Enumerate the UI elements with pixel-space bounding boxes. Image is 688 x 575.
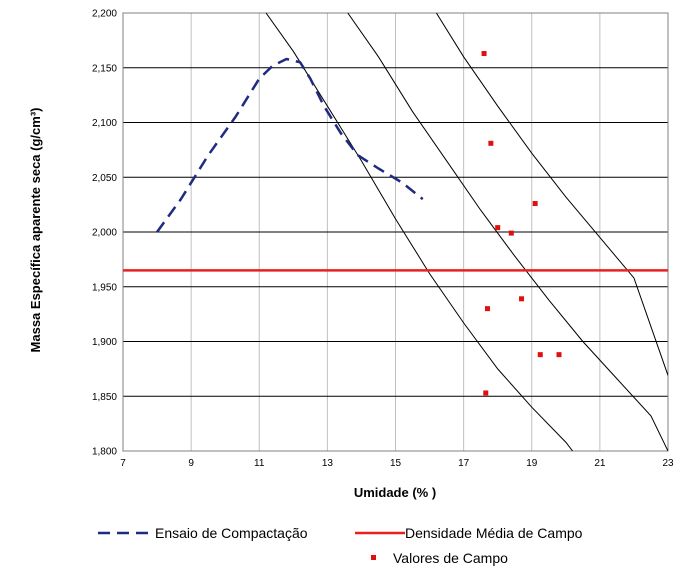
data-point-campo	[483, 390, 489, 396]
y-tick-label: 2,000	[92, 228, 117, 239]
series-line-compactacao	[156, 57, 424, 233]
x-axis-label: Umidade (% )	[354, 485, 436, 500]
y-tick-label: 1,800	[92, 447, 117, 458]
x-tick-label: 15	[390, 458, 402, 469]
x-tick-label: 21	[594, 458, 606, 469]
legend-item-valores: Valores de Campo	[371, 550, 508, 566]
legend-item-densidade: Densidade Média de Campo	[355, 525, 583, 541]
x-tick-label: 9	[188, 458, 194, 469]
plot-area	[122, 12, 669, 452]
x-tick-label: 17	[458, 458, 470, 469]
legend-label-compactacao: Ensaio de Compactação	[155, 525, 308, 541]
legend-item-compactacao: Ensaio de Compactação	[98, 525, 308, 541]
saturation-curve-2	[347, 13, 668, 451]
data-point-campo	[488, 140, 494, 146]
legend: Ensaio de Compactação Densidade Média de…	[98, 525, 583, 566]
tick-labels: 7 9 11 13 15 17 19 21 23 1,800 1,850 1,900 1,950 2,00…	[92, 9, 674, 470]
x-tick-label: 7	[120, 458, 126, 469]
y-tick-label: 1,850	[92, 392, 117, 403]
data-point-campo	[495, 225, 501, 231]
y-tick-label: 2,050	[92, 173, 117, 184]
y-tick-label: 2,150	[92, 63, 117, 74]
y-axis-label: Massa Específica aparente seca (g/cm³)	[28, 108, 43, 353]
saturation-curve-1	[265, 13, 574, 451]
data-point-campo	[481, 51, 487, 57]
plot-frame	[122, 12, 669, 452]
data-point-campo	[519, 296, 525, 302]
data-point-campo	[537, 352, 543, 358]
legend-label-valores: Valores de Campo	[393, 550, 508, 566]
y-tick-label: 2,200	[92, 9, 117, 20]
x-tick-label: 23	[662, 458, 674, 469]
data-point-campo	[556, 352, 562, 358]
y-tick-label: 1,900	[92, 337, 117, 348]
legend-label-densidade: Densidade Média de Campo	[405, 525, 583, 541]
legend-swatch-valores	[371, 555, 376, 560]
data-point-campo	[508, 230, 514, 236]
x-tick-label: 19	[526, 458, 538, 469]
x-tick-label: 11	[254, 458, 265, 469]
x-tick-label: 13	[322, 458, 334, 469]
y-tick-label: 2,100	[92, 118, 117, 129]
data-point-campo	[532, 201, 538, 207]
y-tick-label: 1,950	[92, 282, 117, 293]
data-point-campo	[484, 306, 490, 312]
